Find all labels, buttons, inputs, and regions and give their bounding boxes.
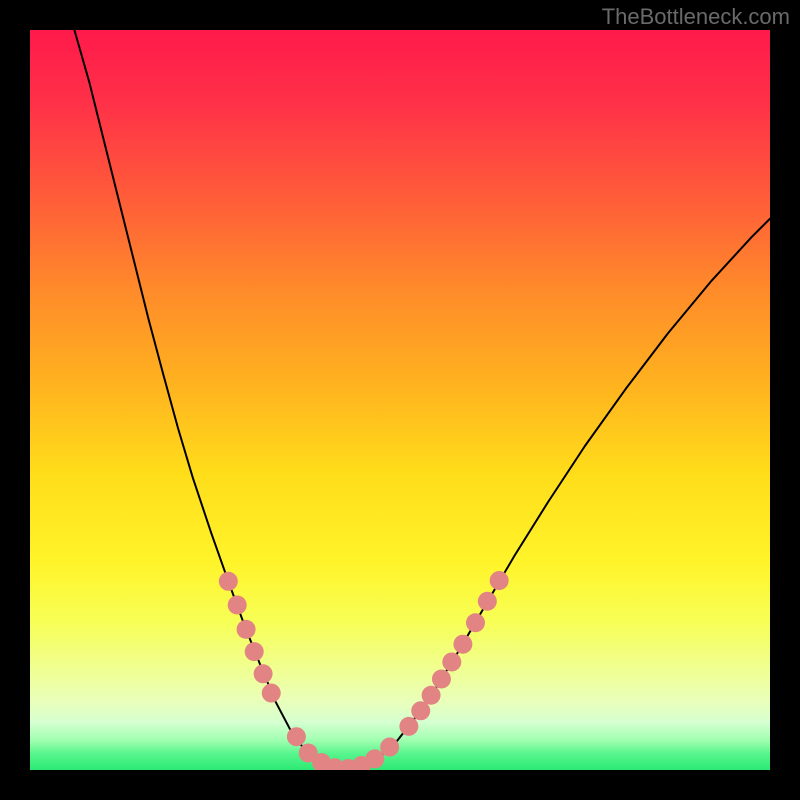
watermark-text: TheBottleneck.com — [602, 4, 790, 30]
chart-stage: TheBottleneck.com — [0, 0, 800, 800]
gradient-backdrop — [30, 30, 770, 770]
plot-area — [30, 30, 770, 770]
